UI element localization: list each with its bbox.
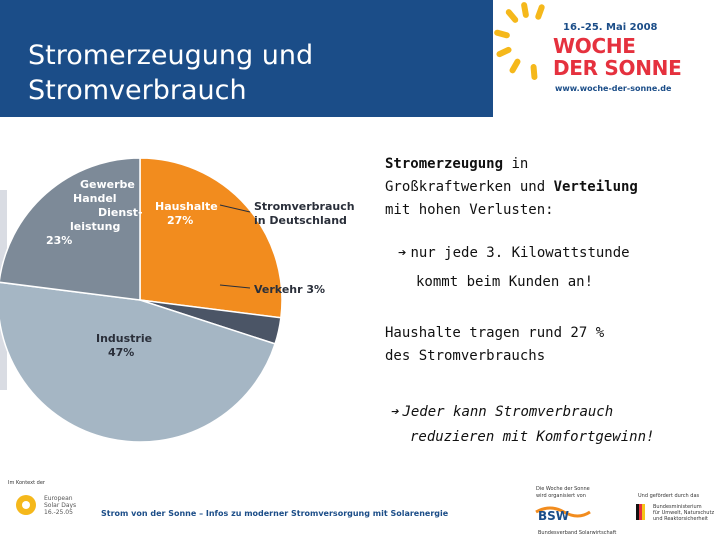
european-solar-days-logo-icon [16, 495, 36, 515]
chart-title: Stromverbrauch in Deutschland [254, 200, 355, 228]
text-kwh-line-1: nur jede 3. Kilowattstunde [410, 245, 630, 261]
text-block-reduce: ➔ Jeder kann Stromverbrauch reduzieren mi… [390, 400, 654, 450]
chart-title-line-2: in Deutschland [254, 214, 347, 227]
pie-chart [0, 157, 283, 443]
footer-organizer-text: Die Woche der Sonne wird organisiert von [536, 486, 590, 500]
slice-label-haushalte: Haushalte 27% [155, 200, 218, 228]
leader-line [219, 284, 251, 289]
ministry-line-1: Bundesministerium [653, 504, 702, 510]
slice-label-gewerbe: Gewerbe Handel Dienst- leistung 23% [46, 178, 143, 248]
leader-line [219, 204, 251, 213]
text-households-line-2: des Stromverbrauchs [385, 348, 546, 364]
sun-logo-icon [494, 2, 545, 80]
ministry-line-2: für Umwelt, Naturschutz [653, 510, 715, 516]
ministry-line-3: und Reaktorsicherheit [653, 516, 709, 522]
bsw-logo-icon [535, 506, 591, 518]
event-url-link[interactable]: www.woche-der-sonne.de [555, 84, 672, 93]
bsw-subtitle: Bundesverband Solarwirtschaft [538, 530, 617, 536]
bsw-logo-text: BSW [538, 509, 570, 523]
slice-label-haushalte-name: Haushalte [155, 200, 218, 213]
text-line-3: mit hohen Verlusten: [385, 202, 554, 218]
pie-slice-haushalte [139, 157, 283, 319]
text-kwh-line-2: kommt beim Kunden an! [416, 274, 594, 290]
slice-label-industrie-value: 47% [108, 346, 135, 359]
slice-label-gewerbe-value: 23% [46, 234, 73, 247]
text-power-plants: Großkraftwerken und [385, 179, 554, 195]
eagle-emblem-icon [636, 504, 645, 520]
footer-sponsor-text: Und gefördert durch das [638, 493, 700, 499]
event-name-line-1: WOCHE [553, 34, 636, 58]
text-line-2: Großkraftwerken und Verteilung [385, 176, 638, 199]
text-block-generation: Stromerzeugung in Großkraftwerken und Ve… [385, 153, 638, 222]
footer-partner-text: European Solar Days 16.-25.05 [44, 495, 76, 516]
slice-label-gewerbe-line-2: Handel [73, 192, 117, 205]
slice-label-haushalte-value: 27% [167, 214, 194, 227]
slice-label-industrie: Industrie 47% [96, 332, 152, 360]
pie-slice-gewerbe [0, 157, 141, 301]
slice-label-gewerbe-line-3: Dienst- [98, 206, 143, 219]
slice-label-gewerbe-line-1: Gewerbe [80, 178, 135, 191]
footer-partner-line-3: 16.-25.05 [44, 509, 73, 516]
arrow-icon: ➔ [398, 245, 407, 261]
footer-tagline: Strom von der Sonne – Infos zu moderner … [101, 509, 449, 518]
event-logo-panel [493, 0, 720, 117]
footer-context-text: Im Kontext der [8, 480, 45, 486]
text-line-1: Stromerzeugung in [385, 153, 638, 176]
footer-organizer-line-1: Die Woche der Sonne [536, 486, 590, 492]
footer-partner-line-2: Solar Days [44, 502, 77, 509]
page-title: Stromerzeugung und Stromverbrauch [28, 38, 408, 108]
text-bold-distribution: Verteilung [553, 179, 638, 195]
text-bold-generation: Stromerzeugung [385, 156, 504, 172]
footer-organizer-line-2: wird organisiert von [536, 493, 586, 499]
ministry-text: Bundesministerium für Umwelt, Naturschut… [653, 504, 714, 522]
left-decoration [0, 190, 7, 280]
text-reduce-line-2: reduzieren mit Komfortgewinn! [410, 429, 655, 445]
slice-label-verkehr: Verkehr 3% [254, 283, 326, 296]
event-name-line-2: DER SONNE [553, 56, 682, 80]
text-reduce-line-1: Jeder kann Stromverbrauch [402, 404, 614, 420]
footer-partner-line-1: European [44, 495, 73, 502]
pie-slice-industrie [0, 281, 276, 443]
event-name: WOCHE DER SONNE [553, 35, 703, 79]
chart-title-line-1: Stromverbrauch [254, 200, 355, 213]
text-block-households: Haushalte tragen rund 27 % des Stromverb… [385, 322, 604, 368]
title-line-1: Stromerzeugung und [28, 40, 314, 71]
text-block-kwh: ➔ nur jede 3. Kilowattstunde kommt beim K… [398, 242, 630, 294]
left-decoration-2 [0, 320, 7, 390]
text-households-line-1: Haushalte tragen rund 27 % [385, 325, 605, 341]
event-date: 16.-25. Mai 2008 [563, 22, 658, 33]
arrow-icon-2: ➔ [390, 404, 399, 420]
title-line-2: Stromverbrauch [28, 75, 247, 106]
slice-label-gewerbe-line-4: leistung [70, 220, 121, 233]
slice-label-industrie-name: Industrie [96, 332, 153, 345]
text-after-generation: in [503, 156, 529, 172]
